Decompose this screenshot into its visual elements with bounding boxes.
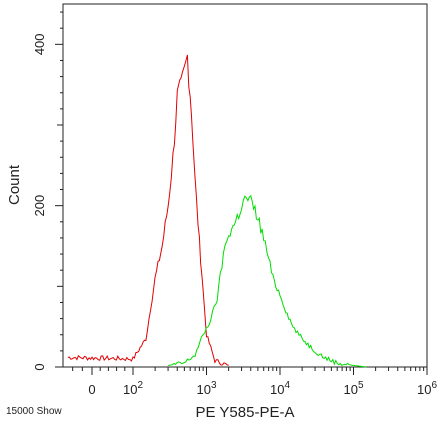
x-axis-title: PE Y585-PE-A [196,404,295,421]
y-tick-label: 400 [32,33,47,55]
footer-note: 15000 Show [6,406,62,417]
series-1-line [67,54,229,366]
x-tick-label: 105 [343,380,363,397]
x-tick-label: 103 [196,380,216,397]
series-layer [67,54,367,368]
x-tick-label: 0 [88,382,95,397]
x-axis: 0 102 103 104 105 106 [72,367,437,397]
x-tick-label: 104 [270,380,290,397]
x-tick-label: 102 [123,380,143,397]
y-tick-label: 200 [32,195,47,217]
y-tick-label: 0 [32,363,47,370]
plot-frame [62,3,428,368]
x-tick-label: 106 [417,380,437,397]
y-axis-title: Count [6,164,23,205]
series-2-line [168,194,367,368]
y-axis: 0 200 400 [32,11,63,371]
